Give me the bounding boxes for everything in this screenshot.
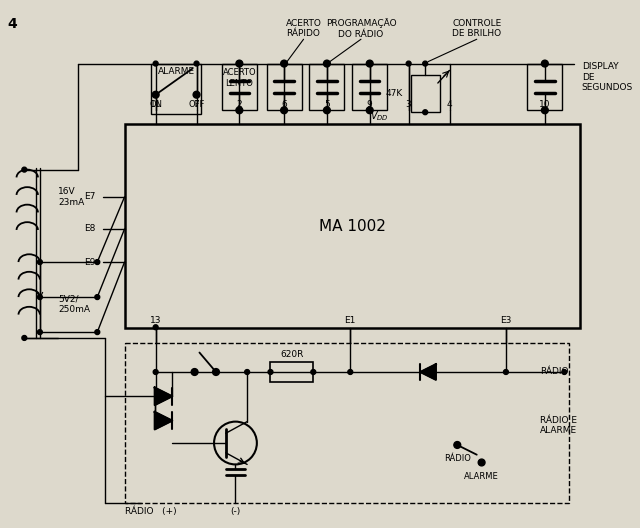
- Text: 16V
23mA: 16V 23mA: [58, 187, 84, 206]
- Bar: [309, 63, 344, 110]
- Text: E8: E8: [84, 224, 95, 233]
- Circle shape: [478, 459, 485, 466]
- Circle shape: [406, 61, 411, 66]
- Text: 10: 10: [539, 100, 550, 109]
- Text: E9: E9: [84, 258, 95, 267]
- Circle shape: [236, 60, 243, 67]
- Bar: [271, 362, 314, 382]
- Circle shape: [311, 370, 316, 374]
- Bar: [151, 63, 202, 114]
- Text: E7: E7: [84, 192, 95, 201]
- Circle shape: [323, 107, 330, 114]
- Text: (-): (-): [230, 507, 241, 516]
- Circle shape: [366, 60, 373, 67]
- Bar: [267, 63, 301, 110]
- Circle shape: [38, 295, 42, 299]
- Bar: [125, 124, 580, 328]
- Circle shape: [193, 91, 200, 98]
- Polygon shape: [420, 364, 436, 380]
- Bar: [352, 63, 387, 110]
- Circle shape: [152, 91, 159, 98]
- Circle shape: [366, 107, 373, 114]
- Circle shape: [194, 61, 199, 66]
- Text: 2: 2: [237, 100, 242, 109]
- Text: PROGRAMAÇÃO
DO RÁDIO: PROGRAMAÇÃO DO RÁDIO: [326, 18, 396, 39]
- Circle shape: [38, 329, 42, 335]
- Circle shape: [22, 335, 27, 341]
- Text: ON: ON: [149, 100, 162, 109]
- Text: 13: 13: [150, 316, 161, 325]
- Text: 4: 4: [447, 100, 452, 109]
- Bar: [125, 343, 569, 503]
- Circle shape: [153, 325, 158, 329]
- Text: OFF: OFF: [188, 100, 205, 109]
- Circle shape: [562, 370, 567, 374]
- Circle shape: [504, 370, 508, 374]
- Polygon shape: [155, 412, 172, 429]
- Circle shape: [541, 107, 548, 114]
- Text: RÁDIO: RÁDIO: [540, 367, 568, 376]
- Circle shape: [153, 61, 158, 66]
- Text: ACERTO
RÁPIDO: ACERTO RÁPIDO: [285, 19, 321, 38]
- Bar: [411, 76, 440, 112]
- Bar: [222, 63, 257, 110]
- Text: $V_{DD}$: $V_{DD}$: [370, 109, 389, 123]
- Circle shape: [348, 370, 353, 374]
- Circle shape: [95, 329, 100, 335]
- Circle shape: [212, 369, 220, 375]
- Circle shape: [423, 61, 428, 66]
- Circle shape: [244, 370, 250, 374]
- Circle shape: [281, 60, 287, 67]
- Circle shape: [192, 370, 197, 374]
- Text: DISPLAY
DE
SEGUNDOS: DISPLAY DE SEGUNDOS: [582, 62, 633, 92]
- Circle shape: [323, 60, 330, 67]
- Text: MA 1002: MA 1002: [319, 219, 386, 233]
- Text: 4: 4: [8, 17, 17, 31]
- Text: 11: 11: [150, 100, 161, 109]
- Text: CONTROLE
DE BRILHO: CONTROLE DE BRILHO: [452, 19, 501, 38]
- Text: ALARME: ALARME: [464, 472, 499, 480]
- Circle shape: [191, 369, 198, 375]
- Text: 3: 3: [406, 100, 412, 109]
- Polygon shape: [155, 388, 172, 405]
- Text: 5V2/
250mA: 5V2/ 250mA: [58, 294, 90, 314]
- Text: RÁDIO: RÁDIO: [444, 454, 471, 463]
- Circle shape: [38, 260, 42, 265]
- Text: 620R: 620R: [280, 350, 303, 359]
- Text: ALARME: ALARME: [157, 67, 195, 76]
- Circle shape: [281, 107, 287, 114]
- Circle shape: [423, 110, 428, 115]
- Text: 9: 9: [367, 100, 372, 109]
- Text: 5: 5: [324, 100, 330, 109]
- Circle shape: [541, 60, 548, 67]
- Text: 7: 7: [194, 100, 200, 109]
- Circle shape: [236, 107, 243, 114]
- Text: RÁDIO E
ALARME: RÁDIO E ALARME: [540, 416, 577, 435]
- Circle shape: [95, 295, 100, 299]
- Circle shape: [268, 370, 273, 374]
- Text: E3: E3: [500, 316, 511, 325]
- Text: RÁDIO   (+): RÁDIO (+): [125, 506, 177, 516]
- Text: E1: E1: [344, 316, 356, 325]
- Text: ACERTO
LENTO: ACERTO LENTO: [223, 69, 256, 88]
- Text: 47K: 47K: [385, 89, 403, 98]
- Text: 6: 6: [281, 100, 287, 109]
- Circle shape: [153, 370, 158, 374]
- Bar: [527, 63, 563, 110]
- Circle shape: [454, 441, 461, 448]
- Circle shape: [95, 260, 100, 265]
- Circle shape: [22, 167, 27, 172]
